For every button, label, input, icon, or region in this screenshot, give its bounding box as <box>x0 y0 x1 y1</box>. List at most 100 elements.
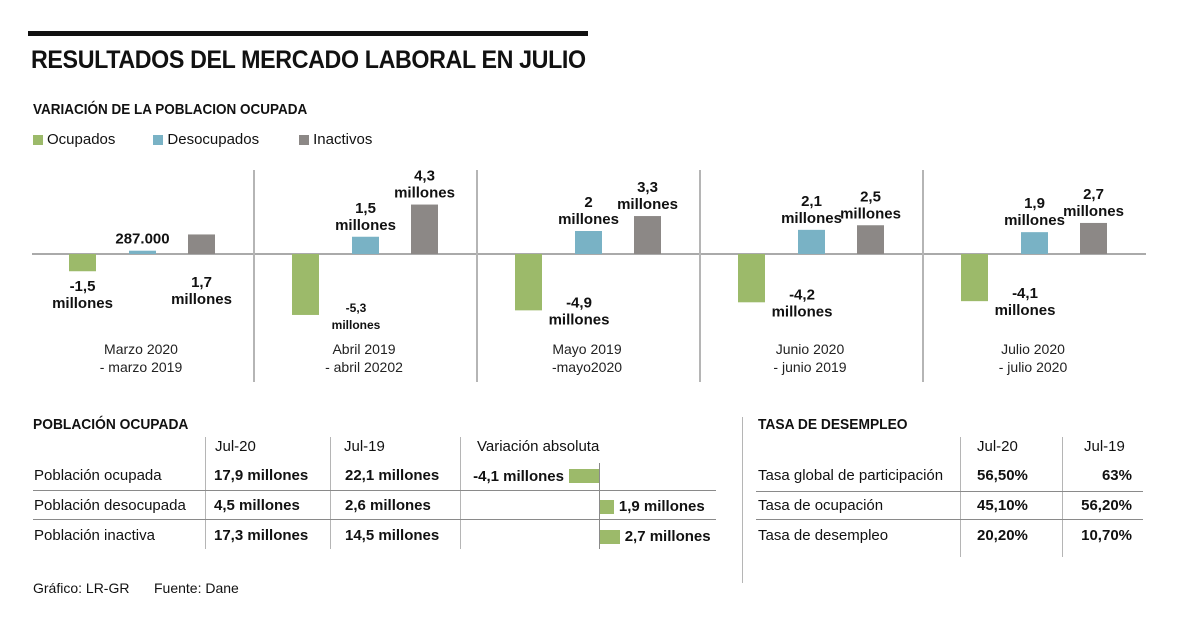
data-label: -4,9 <box>566 294 592 311</box>
cell-jul20: 4,5 millones <box>214 497 300 514</box>
category-label: Mayo 2019 <box>552 341 621 357</box>
column-divider <box>960 437 961 557</box>
bar-ocupados <box>292 254 319 315</box>
cell-jul19: 10,70% <box>1081 527 1132 544</box>
column-divider <box>205 437 206 549</box>
data-label: 2,5 <box>860 188 881 205</box>
legend-item-ocupados: Ocupados <box>33 131 115 148</box>
data-label: 1,5 <box>355 200 376 217</box>
category-label: - marzo 2019 <box>100 359 183 375</box>
bar-inactivos <box>857 225 884 254</box>
bar-desocupados <box>798 229 825 254</box>
desempleo-title: TASA DE DESEMPLEO <box>758 416 908 433</box>
legend-label: Ocupados <box>47 131 116 148</box>
row-label: Tasa global de participación <box>758 467 944 484</box>
row-label: Población ocupada <box>34 467 162 484</box>
data-label: millones <box>995 302 1056 319</box>
poblacion-title: POBLACIÓN OCUPADA <box>33 416 189 433</box>
bar-inactivos <box>411 204 438 254</box>
data-label: 4,3 <box>414 168 435 185</box>
category-label: Abril 2019 <box>332 341 395 357</box>
data-label: 2,1 <box>801 193 822 210</box>
row-divider <box>756 519 1143 520</box>
variation-bar <box>600 530 620 544</box>
cell-jul20: 17,3 millones <box>214 527 309 544</box>
row-label: Población inactiva <box>34 527 155 544</box>
variation-bar <box>600 500 614 514</box>
cell-jul19: 63% <box>1101 467 1132 484</box>
data-label: millones <box>52 295 113 312</box>
cell-jul19: 22,1 millones <box>345 467 440 484</box>
category-label: - junio 2019 <box>773 359 846 375</box>
bar-inactivos <box>188 234 215 254</box>
chart-legend: Ocupados Desocupados Inactivos <box>33 131 410 148</box>
cell-jul20: 56,50% <box>977 467 1028 484</box>
column-header-jul19: Jul-19 <box>344 438 385 455</box>
cell-jul20: 45,10% <box>977 497 1028 514</box>
bar-desocupados <box>129 250 156 254</box>
bar-ocupados <box>515 254 542 311</box>
bar-inactivos <box>634 216 661 254</box>
cell-jul19: 14,5 millones <box>345 527 440 544</box>
column-divider <box>1062 437 1063 557</box>
category-label: Julio 2020 <box>1001 341 1065 357</box>
bar-desocupados <box>575 231 602 254</box>
legend-item-inactivos: Inactivos <box>299 131 372 148</box>
legend-label: Desocupados <box>167 131 260 148</box>
data-label: millones <box>1063 203 1124 220</box>
cell-jul20: 17,9 millones <box>214 467 309 484</box>
column-divider <box>460 437 461 549</box>
bar-ocupados <box>69 254 96 272</box>
column-divider <box>330 437 331 549</box>
cell-jul19: 56,20% <box>1081 497 1132 514</box>
bar-desocupados <box>352 236 379 254</box>
data-label: -5,3 <box>346 301 367 315</box>
footer-credit: Gráfico: LR-GR <box>33 580 130 596</box>
row-divider <box>756 491 1143 492</box>
data-label: millones <box>549 311 610 328</box>
row-label: Población desocupada <box>34 497 186 514</box>
category-label: - julio 2020 <box>999 359 1068 375</box>
data-label: millones <box>840 205 901 222</box>
data-label: millones <box>781 210 842 227</box>
row-label: Tasa de ocupación <box>758 497 884 514</box>
data-label: 2 <box>584 194 592 211</box>
data-label: millones <box>394 185 455 202</box>
data-label: millones <box>617 196 678 213</box>
column-header-variacion: Variación absoluta <box>477 438 600 455</box>
data-label: millones <box>772 303 833 320</box>
bar-ocupados <box>738 254 765 303</box>
data-label: 2,7 <box>1083 186 1104 203</box>
legend-label: Inactivos <box>313 131 373 148</box>
bar-inactivos <box>1080 222 1107 254</box>
top-rule <box>28 31 588 36</box>
section-divider <box>742 417 743 583</box>
cell-variacion: -4,1 millones <box>473 468 564 485</box>
data-label: millones <box>332 318 381 332</box>
cell-jul20: 20,20% <box>977 527 1028 544</box>
legend-swatch-desocupados <box>153 134 164 145</box>
bar-ocupados <box>961 254 988 302</box>
data-label: 3,3 <box>637 179 658 196</box>
column-header-jul20: Jul-20 <box>977 438 1018 455</box>
legend-item-desocupados: Desocupados <box>153 131 259 148</box>
data-label: millones <box>335 217 396 234</box>
column-header-jul19: Jul-19 <box>1084 438 1125 455</box>
variation-bar <box>569 469 599 483</box>
column-header-jul20: Jul-20 <box>215 438 256 455</box>
cell-jul19: 2,6 millones <box>345 497 431 514</box>
footer-source: Fuente: Dane <box>154 580 239 596</box>
data-label: 1,9 <box>1024 195 1045 212</box>
bar-desocupados <box>1021 232 1048 254</box>
category-label: -mayo2020 <box>552 359 622 375</box>
data-label: -4,2 <box>789 286 815 303</box>
row-divider <box>33 490 716 491</box>
page-title: RESULTADOS DEL MERCADO LABORAL EN JULIO <box>31 46 586 74</box>
category-label: Junio 2020 <box>776 341 845 357</box>
row-divider <box>33 519 716 520</box>
legend-swatch-inactivos <box>299 134 310 145</box>
data-label: millones <box>171 291 232 308</box>
data-label: -1,5 <box>70 278 96 295</box>
category-label: Marzo 2020 <box>104 341 178 357</box>
